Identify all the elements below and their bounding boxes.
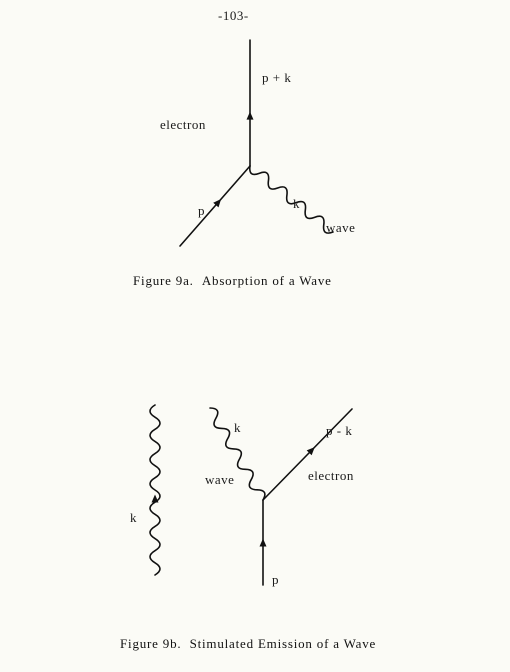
fig-a-caption-prefix: Figure 9a. bbox=[133, 273, 194, 288]
fig-a-label-electron: electron bbox=[160, 117, 206, 133]
fig-a-caption: Figure 9a. Absorption of a Wave bbox=[133, 273, 332, 289]
fig-a-label-k: k bbox=[293, 196, 300, 212]
fig-b-label-electron: electron bbox=[308, 468, 354, 484]
fig-b-caption-prefix: Figure 9b. bbox=[120, 636, 181, 651]
fig-b-label-p-minus-k: p - k bbox=[326, 423, 352, 439]
diagram-canvas bbox=[0, 0, 510, 672]
fig-b-caption: Figure 9b. Stimulated Emission of a Wave bbox=[120, 636, 376, 652]
fig-b-caption-title: Stimulated Emission of a Wave bbox=[190, 636, 377, 651]
fig-a-caption-title: Absorption of a Wave bbox=[202, 273, 332, 288]
fig-a-label-p-plus-k: p + k bbox=[262, 70, 291, 86]
fig-b-label-k-emitted: k bbox=[234, 420, 241, 436]
fig-b-label-wave: wave bbox=[205, 472, 234, 488]
fig-a-label-wave: wave bbox=[326, 220, 355, 236]
page: -103- p + k electron p k wave Figure 9a.… bbox=[0, 0, 510, 672]
fig-a-label-p: p bbox=[198, 203, 205, 219]
fig-b-label-k-spectator: k bbox=[130, 510, 137, 526]
fig-b-label-p: p bbox=[272, 572, 279, 588]
